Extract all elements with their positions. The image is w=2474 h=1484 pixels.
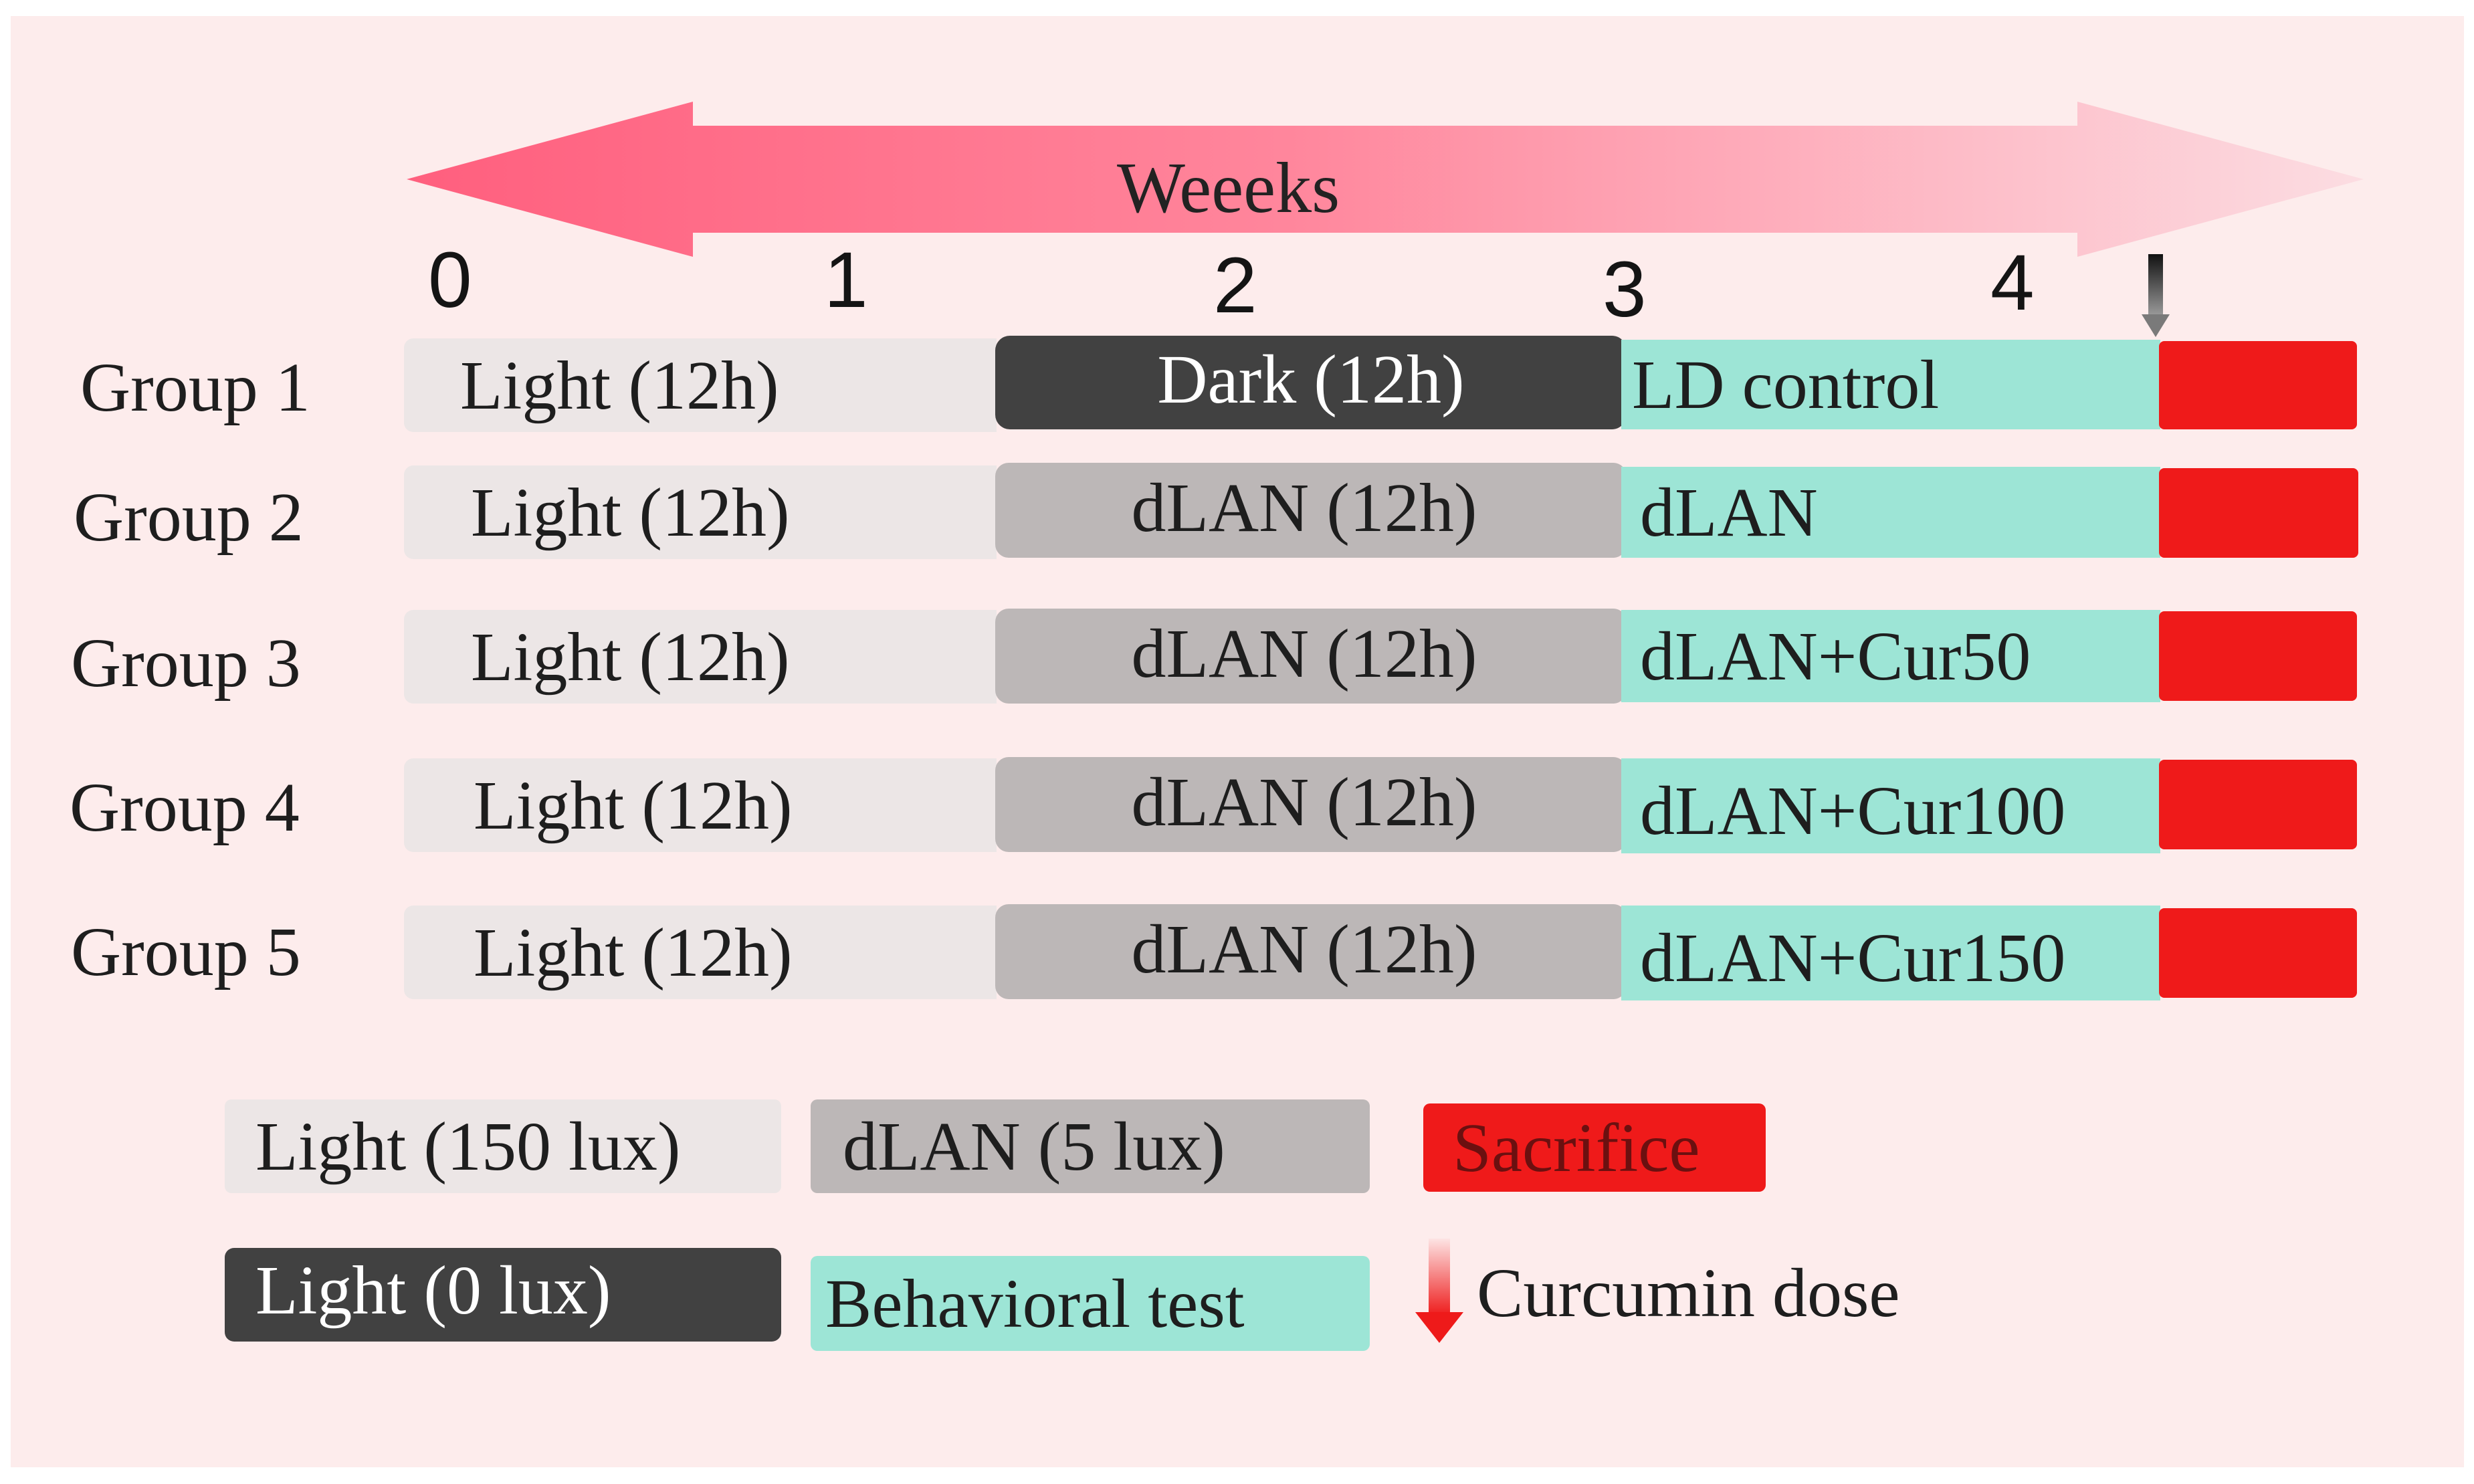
group-label-4: Group 4 <box>70 769 300 846</box>
week-tick-1: 1 <box>824 236 868 324</box>
group5-light-phase: Light (12h) <box>404 906 997 999</box>
group1-dark-phase: Dark (12h) <box>995 336 1627 429</box>
group5-behavioral-phase: dLAN+Cur150 <box>1621 906 2160 1000</box>
timeline-label: Weeeks <box>1117 148 1340 228</box>
group-label-5: Group 5 <box>71 914 301 990</box>
group1-light-phase: Light (12h) <box>404 338 997 432</box>
week-tick-4: 4 <box>1990 239 2035 327</box>
sacrifice-marker-icon <box>2142 254 2170 337</box>
group3-behavioral-phase: dLAN+Cur50 <box>1621 610 2160 702</box>
group1-behavioral-phase: LD control <box>1621 340 2160 429</box>
week-tick-0: 0 <box>428 236 472 324</box>
group2-dlan-phase: dLAN (12h) <box>995 463 1627 558</box>
group-label-1: Group 1 <box>80 349 310 426</box>
group2-sacrifice-block <box>2159 468 2358 558</box>
group-label-2: Group 2 <box>74 479 304 556</box>
legend-curcumin: Curcumin dose <box>1477 1255 1900 1332</box>
legend-behavioral: Behavioral test <box>811 1256 1370 1351</box>
group3-sacrifice-block <box>2159 611 2357 701</box>
group3-light-phase: Light (12h) <box>404 610 997 704</box>
legend-curcumin-dose-icon <box>1415 1239 1463 1343</box>
week-tick-2: 2 <box>1213 241 1257 330</box>
group4-light-phase: Light (12h) <box>404 758 997 852</box>
group5-dlan-phase: dLAN (12h) <box>995 904 1627 999</box>
group3-dlan-phase: dLAN (12h) <box>995 609 1627 704</box>
week-tick-3: 3 <box>1603 245 1647 334</box>
weeks-arrow <box>407 102 2364 257</box>
group5-sacrifice-block <box>2159 908 2357 998</box>
group4-sacrifice-block <box>2159 760 2357 849</box>
diagram-panel <box>11 16 2464 1467</box>
group-label-3: Group 3 <box>71 625 301 702</box>
group4-dlan-phase: dLAN (12h) <box>995 757 1627 852</box>
group1-sacrifice-block <box>2159 341 2357 429</box>
legend-dlan: dLAN (5 lux) <box>811 1099 1370 1193</box>
group4-behavioral-phase: dLAN+Cur100 <box>1621 758 2160 853</box>
group2-behavioral-phase: dLAN <box>1621 467 2160 558</box>
group2-light-phase: Light (12h) <box>404 465 997 559</box>
legend-dark: Light (0 lux) <box>225 1248 781 1342</box>
legend-light: Light (150 lux) <box>225 1099 781 1193</box>
double-arrow-shape <box>407 102 2364 257</box>
legend-sacrifice: Sacrifice <box>1423 1103 1766 1192</box>
